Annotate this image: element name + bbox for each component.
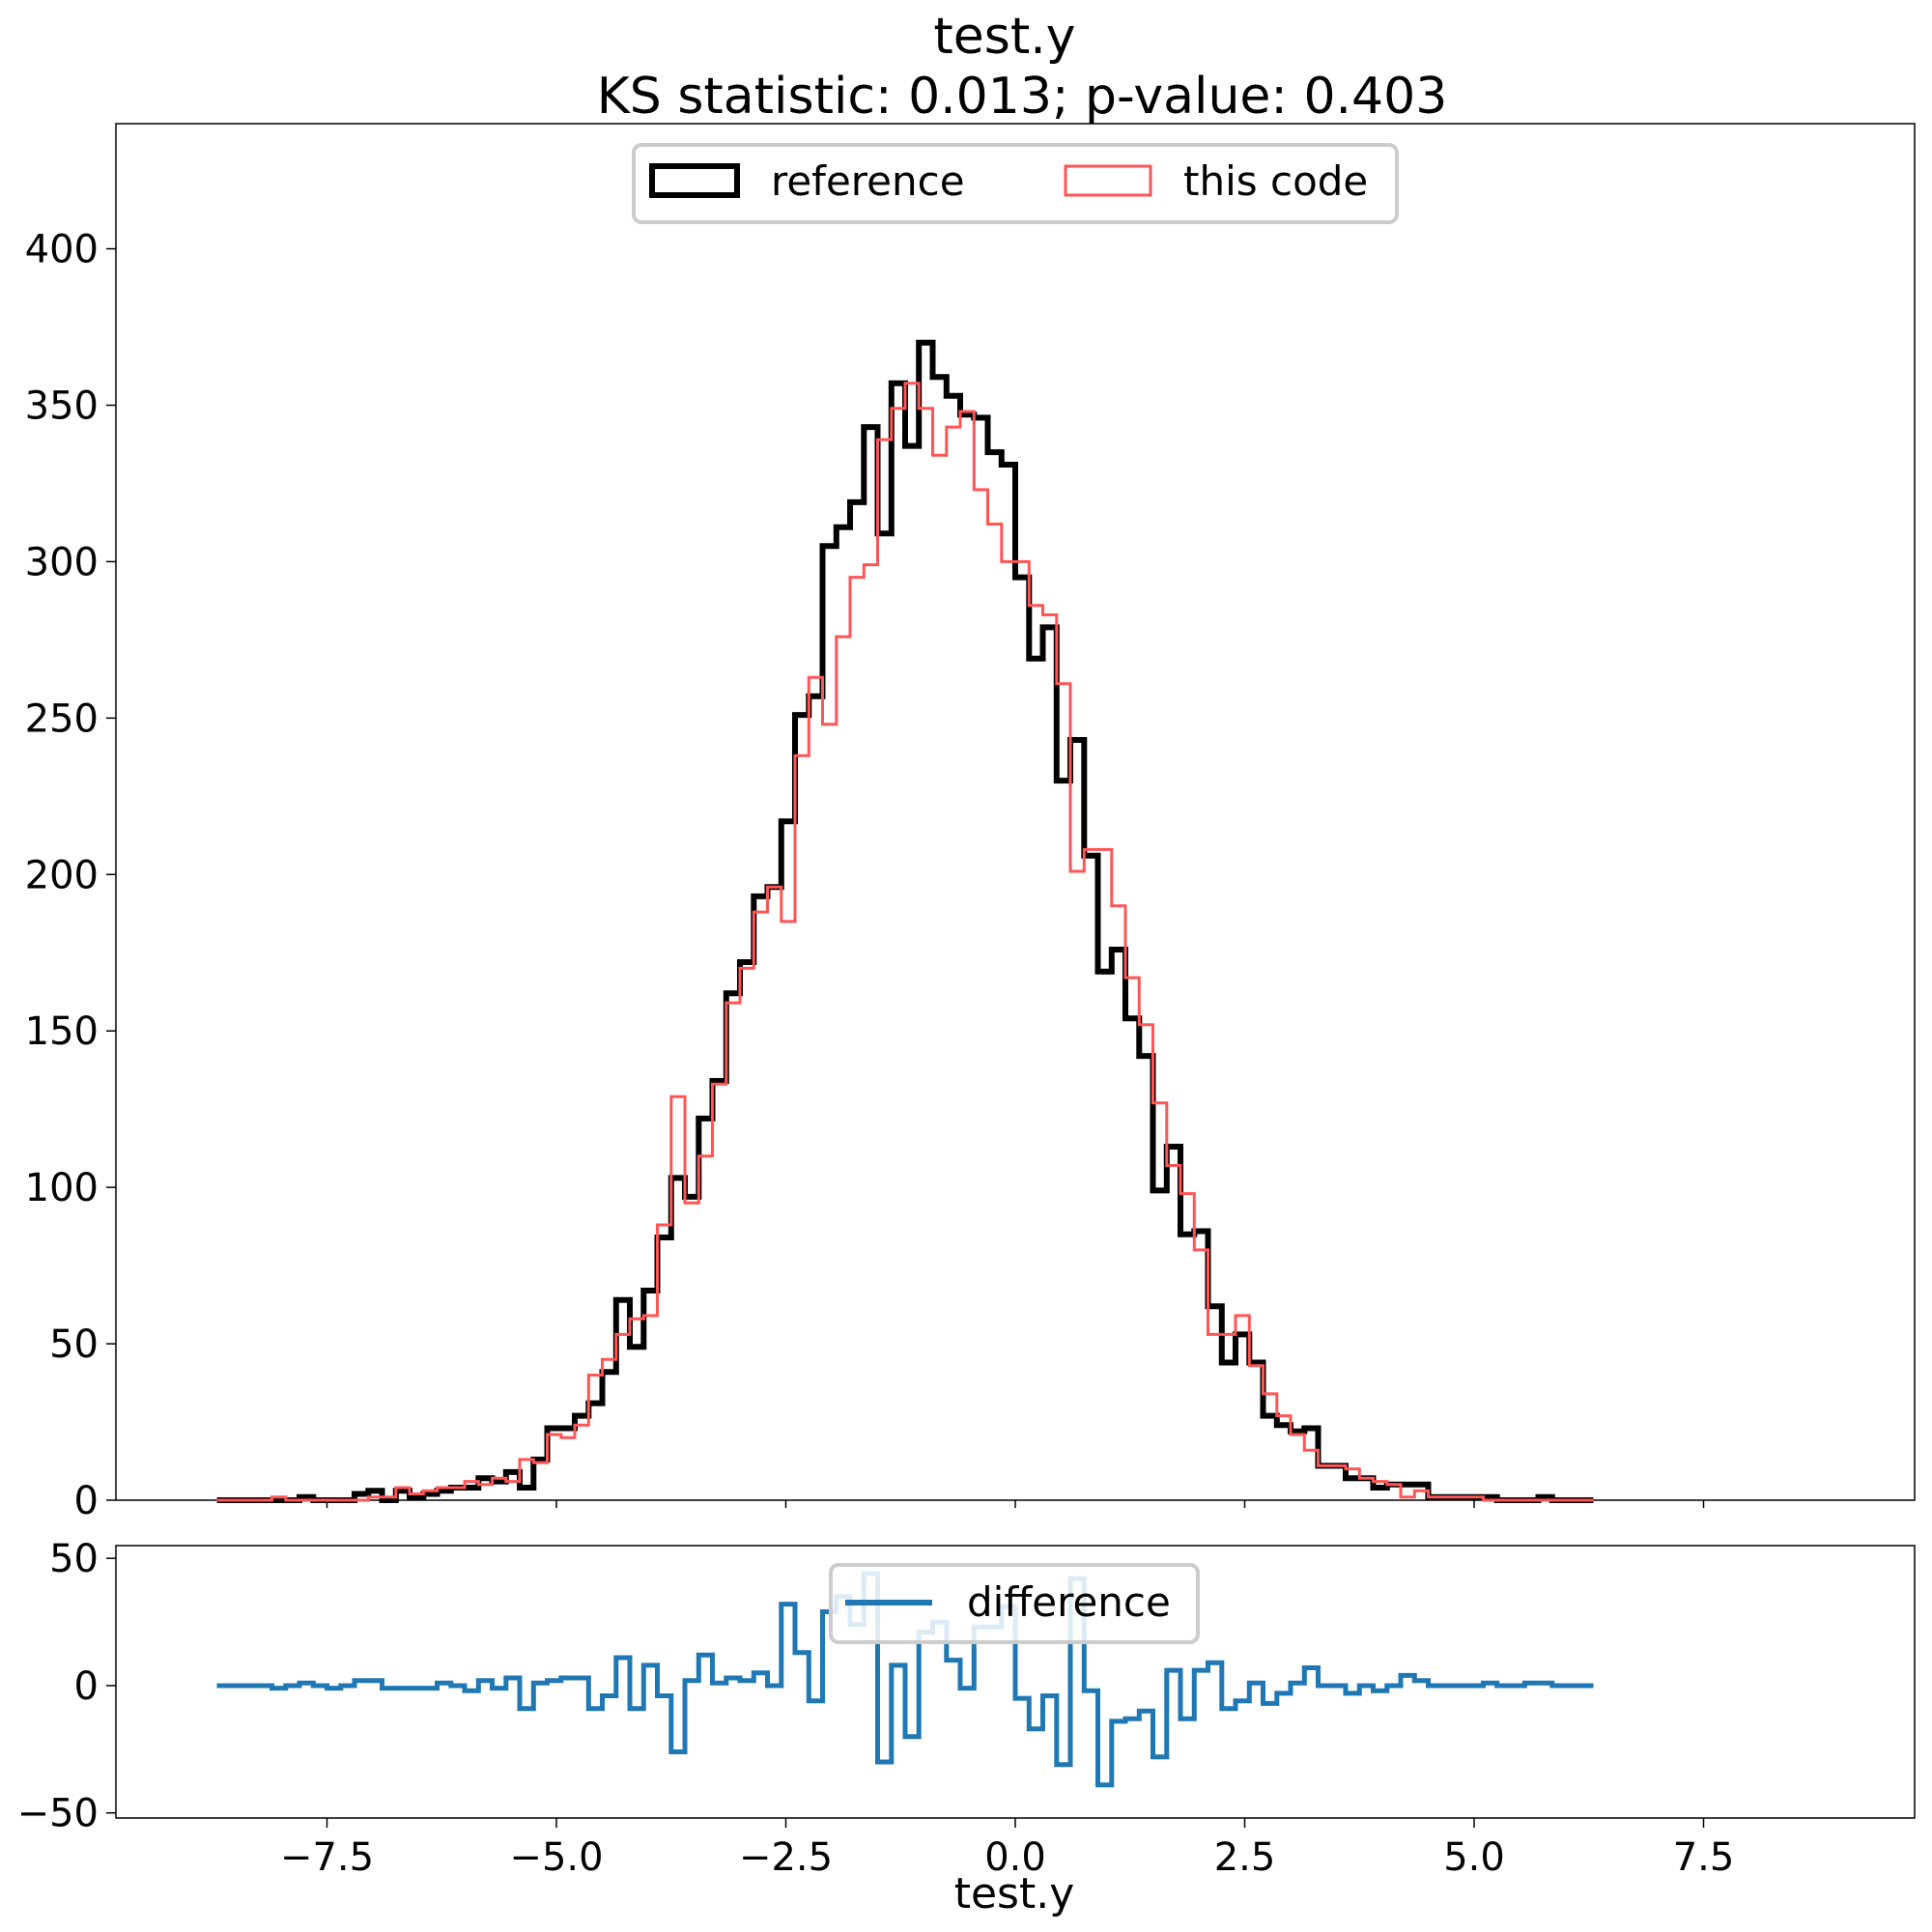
legend-label-this-code: this code [1183, 157, 1368, 205]
y-tick-label: 0 [74, 1664, 99, 1709]
x-tick-label: 2.5 [1214, 1835, 1276, 1880]
y-tick-label: −50 [17, 1792, 99, 1836]
x-axis-label: test.y [954, 1869, 1075, 1918]
chart-subtitle: KS statistic: 0.013; p-value: 0.403 [597, 68, 1448, 126]
x-tick-label: 5.0 [1443, 1835, 1505, 1880]
legend-box [829, 1563, 1200, 1644]
histogram-plot-frame [115, 123, 1916, 1501]
y-tick-label: 200 [25, 853, 99, 897]
difference-series [216, 1571, 1594, 1788]
y-tick-label: 50 [49, 1537, 99, 1581]
legend-box [632, 143, 1399, 224]
difference-legend: difference [829, 1563, 1200, 1644]
histogram-y-ticks: 0 50 100 150 200 250 300 350 400 [25, 228, 116, 1523]
difference-x-ticks: −7.5 −5.0 −2.5 0.0 2.5 5.0 7.5 [280, 1818, 1734, 1880]
y-tick-label: 250 [25, 696, 99, 741]
x-tick-label: −5.0 [509, 1835, 603, 1880]
x-tick-label: 0.0 [984, 1835, 1046, 1880]
series-reference-histogram [216, 339, 1594, 1503]
difference-y-ticks: −50 0 50 [17, 1537, 116, 1836]
y-tick-label: 0 [74, 1479, 99, 1523]
series-this-code-histogram [216, 382, 1594, 1502]
y-tick-label: 300 [25, 540, 99, 584]
x-tick-label: −7.5 [280, 1835, 374, 1880]
y-tick-label: 150 [25, 1009, 99, 1054]
histogram-axes: 0 50 100 150 200 250 300 350 400 reference this … [25, 123, 1916, 1523]
chart-title: test.y [933, 8, 1075, 66]
x-tick-label: 7.5 [1673, 1835, 1735, 1880]
legend-label-difference: difference [967, 1578, 1171, 1626]
y-tick-label: 400 [25, 228, 99, 272]
legend-label-reference: reference [771, 157, 965, 205]
difference-axes: −50 0 50 −7.5 −5.0 −2.5 0.0 2.5 5.0 7.5 test.y d… [17, 1537, 1916, 1918]
series-difference-line [216, 1571, 1594, 1788]
legend-swatch-reference [649, 163, 740, 198]
y-tick-label: 100 [25, 1166, 99, 1210]
histogram-legend: reference this code [632, 143, 1399, 224]
histogram-x-ticks [326, 1500, 1705, 1508]
y-tick-label: 50 [49, 1322, 99, 1367]
y-tick-label: 350 [25, 384, 99, 428]
x-tick-label: −2.5 [739, 1835, 833, 1880]
histogram-series [216, 339, 1594, 1503]
legend-swatch-this-code [1064, 164, 1152, 197]
